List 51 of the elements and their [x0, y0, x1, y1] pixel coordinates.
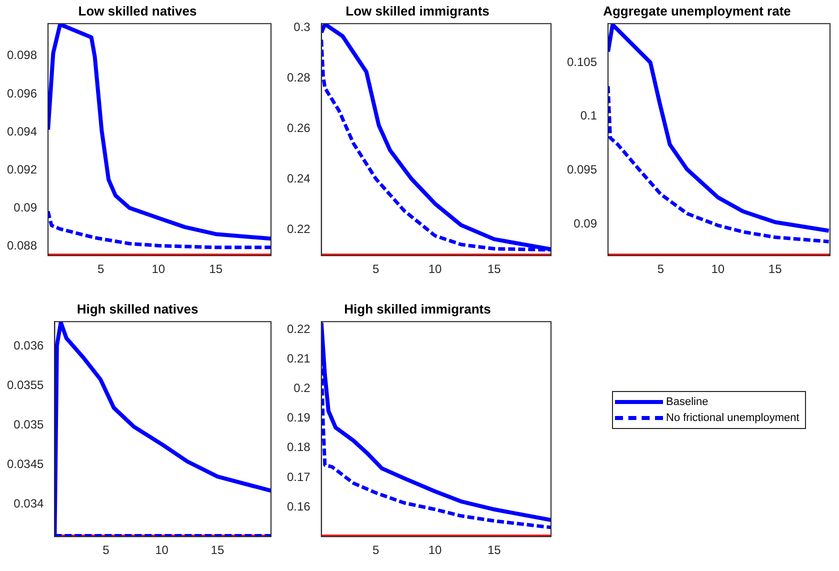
- chart-title: High skilled immigrants: [344, 301, 491, 316]
- chart-title: Aggregate unemployment rate: [603, 3, 791, 18]
- y-tick-label: 0.17: [286, 470, 311, 484]
- line-series: [608, 84, 830, 244]
- y-tick-label: 0.092: [7, 162, 38, 176]
- y-tick-label: 0.095: [567, 162, 598, 177]
- chart-title: Low skilled natives: [78, 3, 197, 18]
- y-tick-label: 0.036: [14, 338, 44, 352]
- y-tick-label: 0.034: [14, 496, 44, 511]
- y-tick-label: 0.096: [7, 86, 38, 100]
- y-tick-label: 0.1: [580, 108, 598, 123]
- line-series: [48, 210, 271, 250]
- y-tick-label: 0.105: [567, 54, 598, 69]
- y-tick-label: 0.18: [286, 440, 311, 454]
- x-tick-label: 15: [488, 262, 502, 276]
- x-tick-label: 5: [372, 543, 380, 558]
- y-tick-label: 0.09: [14, 200, 38, 214]
- legend-label: Baseline: [666, 396, 708, 408]
- y-tick-label: 0.098: [7, 48, 38, 62]
- y-tick-label: 0.28: [286, 70, 311, 85]
- y-tick-label: 0.035: [14, 417, 44, 432]
- x-tick-label: 5: [98, 262, 105, 276]
- y-tick-label: 0.0355: [7, 378, 44, 392]
- y-tick-label: 0.24: [286, 172, 311, 186]
- x-tick-label: 15: [209, 262, 223, 276]
- x-tick-label: 10: [155, 543, 169, 558]
- x-tick-label: 15: [768, 262, 782, 276]
- y-tick-label: 0.22: [286, 322, 311, 336]
- y-tick-label: 0.19: [286, 410, 311, 425]
- y-tick-label: 0.0345: [7, 456, 44, 471]
- x-tick-label: 15: [210, 543, 224, 558]
- x-tick-label: 10: [428, 543, 442, 558]
- x-tick-label: 15: [488, 543, 502, 558]
- y-tick-label: 0.26: [286, 121, 311, 136]
- y-tick-label: 0.22: [286, 222, 311, 236]
- x-tick-label: 5: [657, 262, 664, 276]
- y-tick-label: 0.21: [286, 351, 311, 366]
- y-tick-label: 0.094: [7, 124, 38, 138]
- legend-label: No frictional unemployment: [666, 412, 800, 424]
- chart-title: High skilled natives: [76, 301, 198, 316]
- x-tick-label: 10: [152, 262, 166, 276]
- y-tick-label: 0.2: [294, 381, 311, 396]
- y-tick-label: 0.3: [294, 20, 311, 34]
- y-tick-label: 0.09: [574, 216, 598, 231]
- y-tick-label: 0.16: [286, 499, 311, 514]
- x-tick-label: 10: [711, 262, 725, 276]
- chart-title: Low skilled immigrants: [346, 3, 490, 18]
- x-tick-label: 5: [372, 262, 380, 276]
- y-tick-label: 0.088: [7, 238, 38, 252]
- x-tick-label: 5: [102, 543, 110, 558]
- x-tick-label: 10: [428, 262, 442, 276]
